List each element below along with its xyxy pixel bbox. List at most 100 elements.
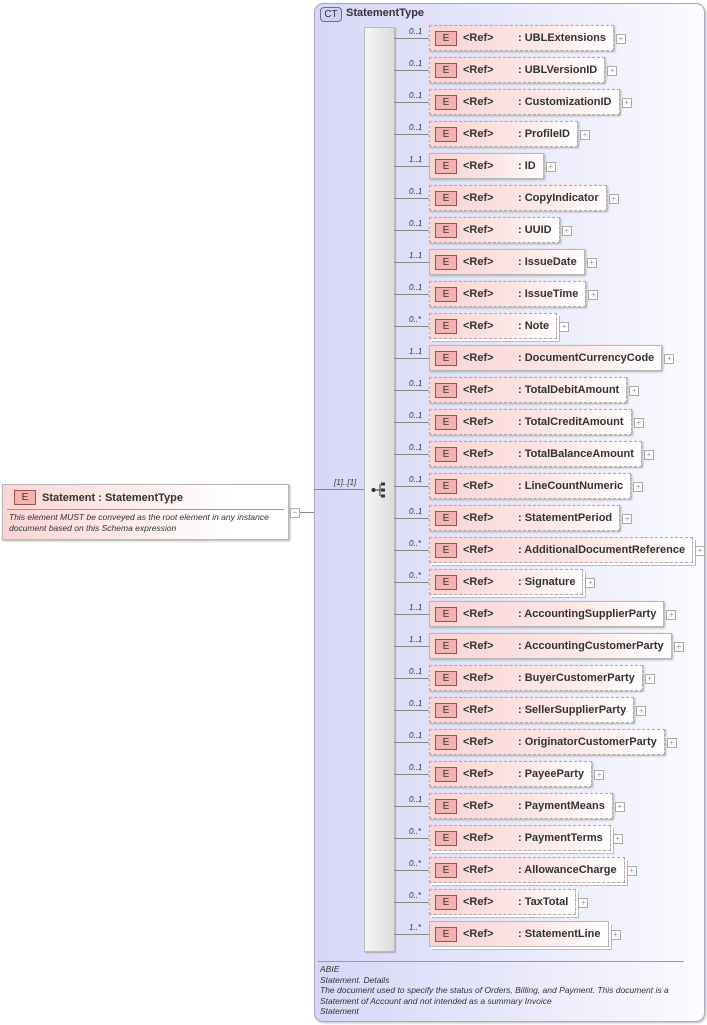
occurrence-label: 0..1	[409, 731, 423, 740]
child-element[interactable]: E <Ref> : AllowanceCharge	[429, 857, 625, 883]
plus-box-icon[interactable]: +	[585, 578, 596, 588]
plus-box-icon[interactable]: +	[664, 354, 675, 364]
child-element[interactable]: E <Ref> : UBLVersionID	[429, 57, 606, 83]
element-name: : TaxTotal	[518, 896, 569, 908]
element-name: : AllowanceCharge	[518, 864, 617, 876]
plus-box-icon[interactable]: +	[636, 706, 647, 716]
child-element[interactable]: E <Ref> : UUID	[429, 217, 560, 243]
root-element-statement[interactable]: E Statement : StatementType This element…	[2, 484, 289, 540]
plus-box-icon[interactable]: +	[633, 482, 644, 492]
element-badge-icon: E	[435, 62, 457, 78]
plus-box-icon[interactable]: +	[610, 930, 621, 940]
child-element[interactable]: E <Ref> : AccountingSupplierParty	[429, 601, 665, 627]
child-element[interactable]: E <Ref> : AdditionalDocumentReference	[429, 537, 694, 563]
connector-line	[394, 134, 429, 135]
ref-label: <Ref>	[463, 928, 494, 940]
connector-line	[394, 518, 429, 519]
ref-label: <Ref>	[463, 736, 494, 748]
element-name: : ProfileID	[518, 128, 570, 140]
ref-label: <Ref>	[463, 192, 494, 204]
child-element[interactable]: E <Ref> : Note	[429, 313, 558, 339]
plus-box-icon[interactable]: +	[621, 98, 632, 108]
element-badge-icon: E	[435, 286, 457, 302]
occurrence-label: 0..1	[409, 187, 423, 196]
connector-line	[394, 70, 429, 71]
annotation-line: Statement. Details	[320, 974, 390, 985]
plus-box-icon[interactable]: +	[579, 130, 590, 140]
ref-label: <Ref>	[463, 480, 494, 492]
ref-label: <Ref>	[463, 608, 494, 620]
plus-box-icon[interactable]: +	[559, 322, 570, 332]
plus-box-icon[interactable]: +	[594, 770, 605, 780]
child-element[interactable]: E <Ref> : StatementPeriod	[429, 505, 621, 531]
plus-box-icon[interactable]: +	[614, 802, 625, 812]
child-element[interactable]: E <Ref> : SellerSupplierParty	[429, 697, 635, 723]
occurrence-label: 0..1	[409, 91, 423, 100]
ref-label: <Ref>	[463, 448, 494, 460]
plus-box-icon[interactable]: +	[545, 162, 556, 172]
child-element[interactable]: E <Ref> : LineCountNumeric	[429, 473, 632, 499]
element-badge-icon: E	[435, 350, 457, 366]
element-name: : IssueDate	[518, 256, 577, 268]
child-element[interactable]: E <Ref> : PaymentMeans	[429, 793, 613, 819]
child-element[interactable]: E <Ref> : CustomizationID	[429, 89, 620, 115]
child-element[interactable]: E <Ref> : IssueDate	[429, 249, 585, 275]
plus-box-icon[interactable]: +	[633, 418, 644, 428]
connector-line	[300, 512, 314, 513]
child-element[interactable]: E <Ref> : DocumentCurrencyCode	[429, 345, 663, 371]
element-badge-icon: E	[435, 382, 457, 398]
child-element[interactable]: E <Ref> : Signature	[429, 569, 584, 595]
connector-line	[394, 390, 429, 391]
annotation-line: Statement	[320, 1006, 359, 1016]
complex-type-annotation: ABIE Statement. Details The document use…	[320, 964, 690, 1017]
element-name: : LineCountNumeric	[518, 480, 624, 492]
child-element[interactable]: E <Ref> : PaymentTerms	[429, 825, 611, 851]
child-element[interactable]: E <Ref> : UBLExtensions	[429, 25, 615, 51]
child-element[interactable]: E <Ref> : ID	[429, 153, 544, 179]
child-element[interactable]: E <Ref> : TotalDebitAmount	[429, 377, 628, 403]
connector-line	[394, 358, 429, 359]
minus-box-icon[interactable]: −	[290, 508, 300, 518]
child-element[interactable]: E <Ref> : IssueTime	[429, 281, 587, 307]
element-badge-icon: E	[435, 798, 457, 814]
occurrence-label: 0..1	[409, 59, 423, 68]
occurrence-label: 0..1	[409, 411, 423, 420]
ref-label: <Ref>	[463, 672, 494, 684]
child-element[interactable]: E <Ref> : OriginatorCustomerParty	[429, 729, 665, 755]
child-element[interactable]: E <Ref> : BuyerCustomerParty	[429, 665, 643, 691]
ref-label: <Ref>	[463, 864, 494, 876]
child-element[interactable]: E <Ref> : StatementLine	[429, 921, 609, 947]
connector-line	[394, 678, 429, 679]
plus-box-icon[interactable]: +	[695, 546, 706, 556]
plus-box-icon[interactable]: +	[666, 738, 677, 748]
plus-box-icon[interactable]: +	[622, 514, 633, 524]
plus-box-icon[interactable]: +	[626, 866, 637, 876]
child-element[interactable]: E <Ref> : AccountingCustomerParty	[429, 633, 672, 659]
connector-line	[394, 166, 429, 167]
child-element[interactable]: E <Ref> : ProfileID	[429, 121, 578, 147]
plus-box-icon[interactable]: +	[643, 450, 654, 460]
child-element[interactable]: E <Ref> : PayeeParty	[429, 761, 593, 787]
ref-label: <Ref>	[463, 224, 494, 236]
plus-box-icon[interactable]: +	[629, 386, 640, 396]
child-element[interactable]: E <Ref> : CopyIndicator	[429, 185, 607, 211]
child-element[interactable]: E <Ref> : TaxTotal	[429, 889, 577, 915]
plus-box-icon[interactable]: +	[578, 898, 589, 908]
plus-box-icon[interactable]: +	[607, 66, 618, 76]
element-badge-icon: E	[435, 670, 457, 686]
child-element[interactable]: E <Ref> : TotalCreditAmount	[429, 409, 632, 435]
plus-box-icon[interactable]: +	[666, 610, 677, 620]
plus-box-icon[interactable]: +	[616, 34, 627, 44]
plus-box-icon[interactable]: +	[644, 674, 655, 684]
ref-label: <Ref>	[463, 288, 494, 300]
child-element[interactable]: E <Ref> : TotalBalanceAmount	[429, 441, 642, 467]
divider	[7, 509, 284, 510]
plus-box-icon[interactable]: +	[588, 290, 599, 300]
plus-box-icon[interactable]: +	[608, 194, 619, 204]
plus-box-icon[interactable]: +	[586, 258, 597, 268]
plus-box-icon[interactable]: +	[673, 642, 684, 652]
ref-label: <Ref>	[463, 64, 494, 76]
plus-box-icon[interactable]: +	[561, 226, 572, 236]
plus-box-icon[interactable]: +	[612, 834, 623, 844]
connector-line	[394, 614, 429, 615]
